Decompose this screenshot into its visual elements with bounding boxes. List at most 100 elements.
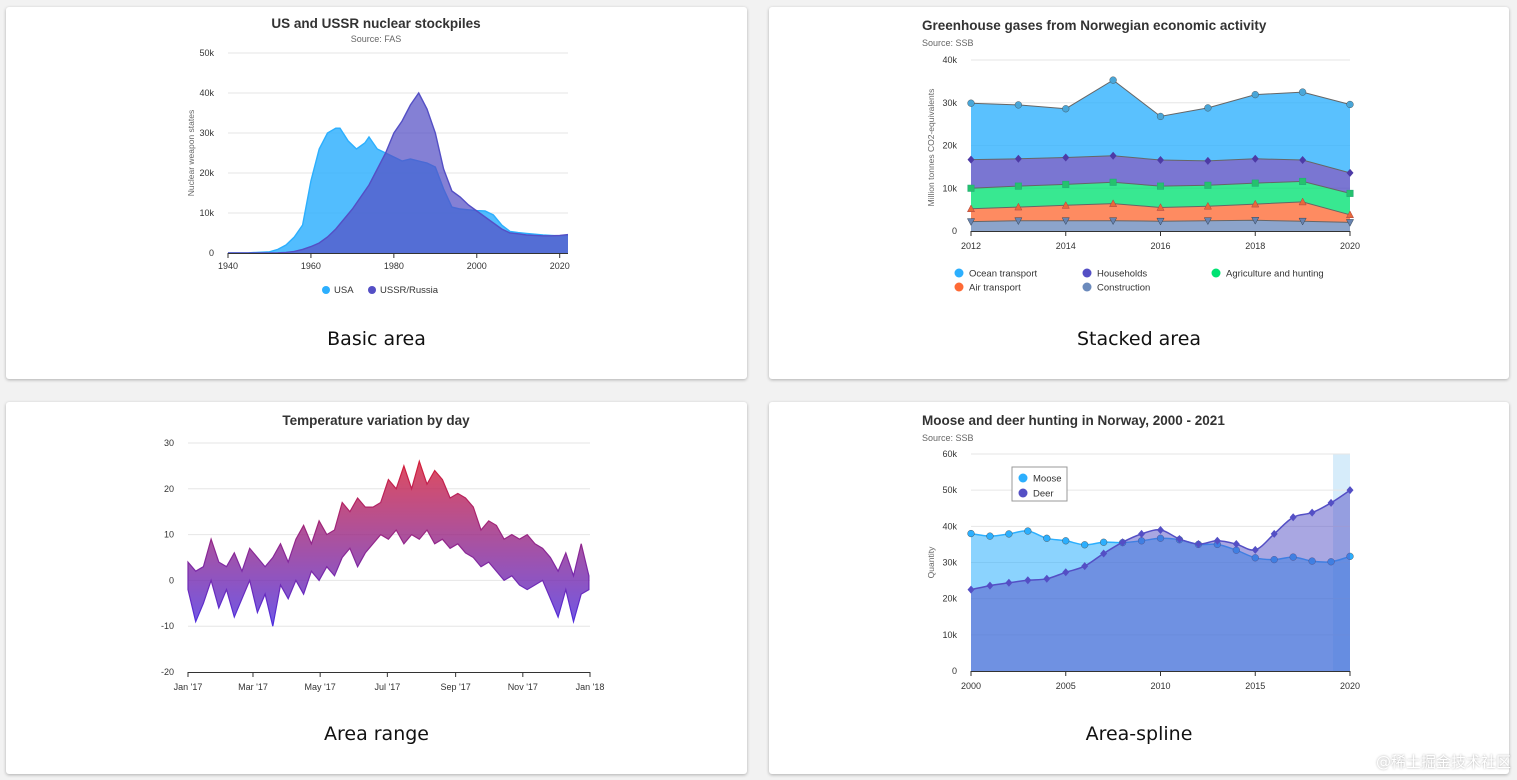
data-point [1156,112,1165,121]
data-point [1251,199,1260,208]
data-point [966,218,976,226]
card-caption: Area range [323,723,429,745]
chart-card-basic-area: US and USSR nuclear stockpiles Source: FA… [6,7,747,379]
data-point [1251,91,1259,99]
legend-item: Ocean transport [954,268,1037,280]
data-point [1043,534,1051,542]
legend-symbol [1018,473,1028,483]
chart-title: US and USSR nuclear stockpiles [271,16,480,31]
chart-title: Temperature variation by day [282,413,470,428]
data-point [967,155,975,164]
x-tick-label: 2020 [1340,241,1360,251]
data-point [1175,534,1183,543]
data-point [1298,197,1307,206]
legend-symbol [322,286,330,294]
y-tick-label: 20k [942,594,957,604]
y-tick-label: 10k [199,208,214,218]
x-tick-label: 2000 [961,681,981,691]
data-point [1345,210,1355,219]
y-axis-label: Quantity [926,546,936,578]
legend-label: Deer [1033,489,1054,500]
data-point [1346,100,1354,109]
legend-symbol [954,282,964,292]
legend-symbol [1211,268,1221,278]
data-point [1346,189,1354,197]
y-tick-label: 30k [942,558,957,568]
data-point [1251,179,1259,187]
legend-item: Agriculture and hunting [1211,268,1324,280]
data-point [966,204,976,213]
x-tick-label: 2000 [467,261,487,271]
data-point [1014,202,1023,211]
data-point [1014,217,1023,226]
chart-subtitle: Source: SSB [922,38,974,48]
data-point [1270,529,1278,538]
legend-item-moose: Moose [1018,473,1062,485]
legend-label: USSR/Russia [380,285,439,296]
legend-label: Construction [1097,283,1150,294]
legend-item-ussr: USSR/Russia [368,285,439,296]
data-point [1251,545,1259,554]
x-tick-label: Jul '17 [374,682,400,692]
legend-item-deer: Deer [1018,488,1054,500]
y-tick-label: 0 [952,226,957,236]
legend-label: Ocean transport [969,269,1037,280]
stacked-area-chart: Greenhouse gases from Norwegian economic… [922,18,1360,294]
data-point [1081,562,1089,571]
y-tick-label: 0 [209,248,214,258]
area-range-chart: Temperature variation by day -20 -10 0 10 20 3… [161,413,604,692]
area-fill [971,490,1350,671]
y-tick-label: -10 [161,621,174,631]
area-fill [971,181,1350,215]
data-point [1299,177,1307,185]
x-tick-label: 2020 [1340,681,1360,691]
data-point [1062,153,1070,162]
data-point [1308,508,1316,517]
y-tick-label: 20k [199,168,214,178]
y-tick-label: 30k [199,128,214,138]
data-point [1232,540,1240,549]
y-tick-label: 30 [164,438,174,448]
data-point [1005,530,1013,538]
series-temperature-range [187,459,590,627]
data-point [967,184,975,192]
data-point [1289,513,1297,522]
y-tick-label: 10k [942,630,957,640]
x-tick-label: 2014 [1056,241,1076,251]
data-point [1156,217,1165,226]
series-line [228,91,569,254]
series-ussr [228,91,569,254]
data-point [986,532,994,540]
data-point [967,585,975,594]
legend-symbol [1018,488,1028,498]
y-tick-label: 50k [942,485,957,495]
data-point [1109,151,1117,160]
series-construction [966,217,1355,231]
data-point [1109,199,1118,207]
area-fill [228,93,568,253]
data-point [1204,181,1212,189]
x-tick-label: 2015 [1245,681,1265,691]
legend-item: Households [1082,268,1147,280]
data-point [1203,201,1212,210]
legend-symbol [954,268,964,278]
x-tick-label: 2016 [1150,241,1170,251]
y-tick-label: 0 [952,666,957,676]
data-point [1061,201,1070,209]
basic-area-chart: US and USSR nuclear stockpiles Source: FA… [186,16,570,296]
y-tick-label: 50k [199,48,214,58]
watermark: @稀土掘金技术社区 [1375,753,1511,771]
legend-label: Moose [1033,474,1062,485]
data-point [1062,180,1070,188]
data-point [1014,154,1022,163]
x-tick-label: Mar '17 [238,682,268,692]
x-tick-label: 2020 [550,261,570,271]
data-point [1109,217,1118,226]
legend-item: Air transport [954,282,1021,294]
x-tick-label: Jan '17 [174,682,203,692]
y-tick-label: 20k [942,141,957,151]
data-point [1005,578,1013,587]
y-tick-label: 40k [199,88,214,98]
area-spline-chart: Moose and deer hunting in Norway, 2000 -… [922,413,1360,691]
data-point [1299,88,1307,96]
